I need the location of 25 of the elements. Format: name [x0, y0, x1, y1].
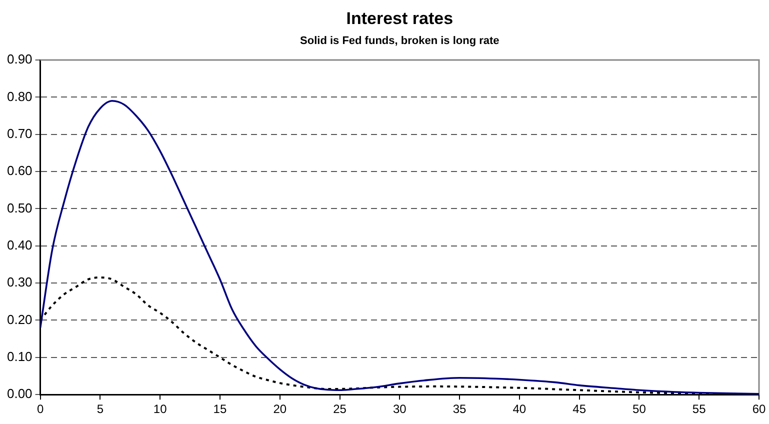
y-tick-label: 0.10 [6, 349, 32, 364]
x-tick-label: 45 [572, 402, 586, 416]
x-tick-label: 50 [632, 402, 646, 416]
x-tick-label: 25 [333, 402, 347, 416]
x-tick-label: 15 [213, 402, 227, 416]
x-tick-label: 30 [392, 402, 407, 416]
y-tick-label: 0.80 [6, 88, 32, 104]
x-tick-label: 20 [273, 402, 287, 416]
x-tick-label: 60 [752, 402, 766, 416]
y-tick-label: 0.30 [6, 274, 32, 290]
y-tick-label: 0.40 [6, 237, 32, 252]
x-tick-label: 35 [452, 402, 467, 416]
x-tick-label: 40 [512, 402, 526, 416]
chart-subtitle: Solid is Fed funds, broken is long rate [300, 35, 500, 47]
x-tick-label: 0 [36, 402, 44, 416]
y-tick-label: 0.00 [6, 386, 32, 402]
x-tick-label: 55 [692, 402, 706, 416]
x-tick-label: 5 [96, 402, 104, 416]
y-tick-label: 0.90 [6, 52, 32, 67]
y-tick-label: 0.20 [6, 312, 32, 327]
y-tick-label: 0.70 [6, 126, 32, 141]
x-tick-label: 10 [153, 402, 168, 416]
y-tick-label: 0.50 [6, 200, 32, 216]
chart-title: Interest rates [346, 9, 454, 28]
y-tick-label: 0.60 [6, 163, 32, 178]
